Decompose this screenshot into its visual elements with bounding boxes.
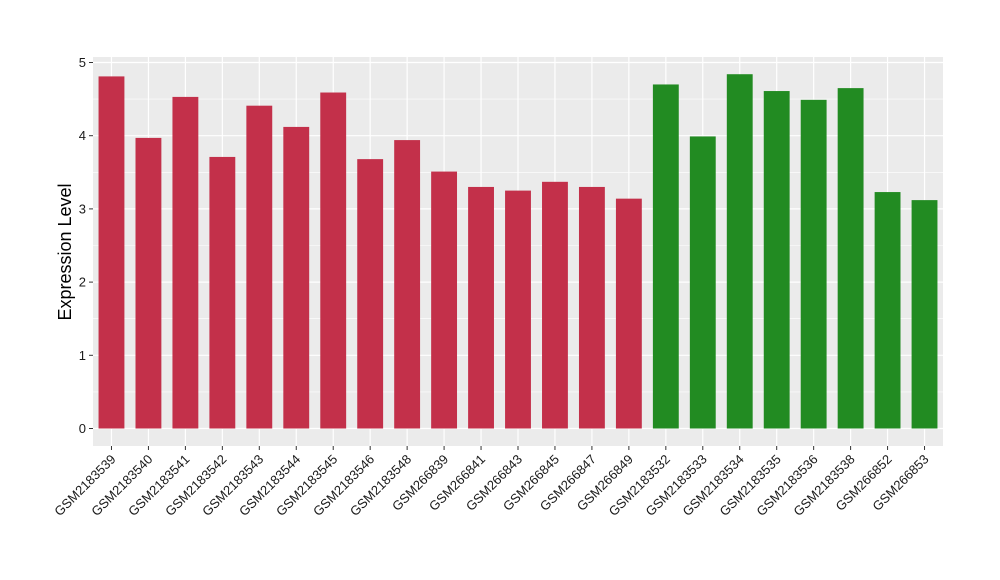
bar bbox=[135, 137, 162, 429]
bar bbox=[578, 186, 605, 429]
bar bbox=[505, 190, 531, 429]
bar bbox=[800, 99, 827, 429]
bar bbox=[209, 156, 236, 429]
bars-group bbox=[98, 74, 938, 429]
bar bbox=[726, 74, 753, 429]
bar bbox=[837, 88, 864, 429]
bar bbox=[283, 126, 310, 429]
y-tick-label: 5 bbox=[79, 55, 86, 70]
bar bbox=[874, 192, 901, 429]
bar bbox=[357, 159, 384, 429]
bar bbox=[689, 136, 716, 429]
bar bbox=[468, 186, 494, 429]
bar bbox=[615, 198, 642, 429]
bar bbox=[320, 92, 347, 429]
y-axis-title: Expression Level bbox=[55, 183, 75, 320]
bar bbox=[246, 105, 273, 429]
y-tick-label: 2 bbox=[79, 275, 86, 290]
bar bbox=[98, 76, 125, 429]
bar bbox=[394, 140, 421, 429]
y-tick-label: 4 bbox=[79, 128, 86, 143]
y-tick-label: 0 bbox=[79, 421, 86, 436]
bar bbox=[431, 171, 458, 429]
bar bbox=[172, 96, 199, 429]
bar bbox=[542, 181, 568, 429]
y-tick-label: 1 bbox=[79, 348, 86, 363]
y-tick-label: 3 bbox=[79, 201, 86, 216]
y-axis: 0 1 2 3 4 5 bbox=[79, 55, 93, 436]
bar bbox=[763, 91, 790, 429]
bar bbox=[911, 200, 938, 429]
bar bbox=[652, 84, 679, 429]
x-axis: GSM2183539GSM2183540GSM2183541GSM2183542… bbox=[51, 446, 932, 519]
